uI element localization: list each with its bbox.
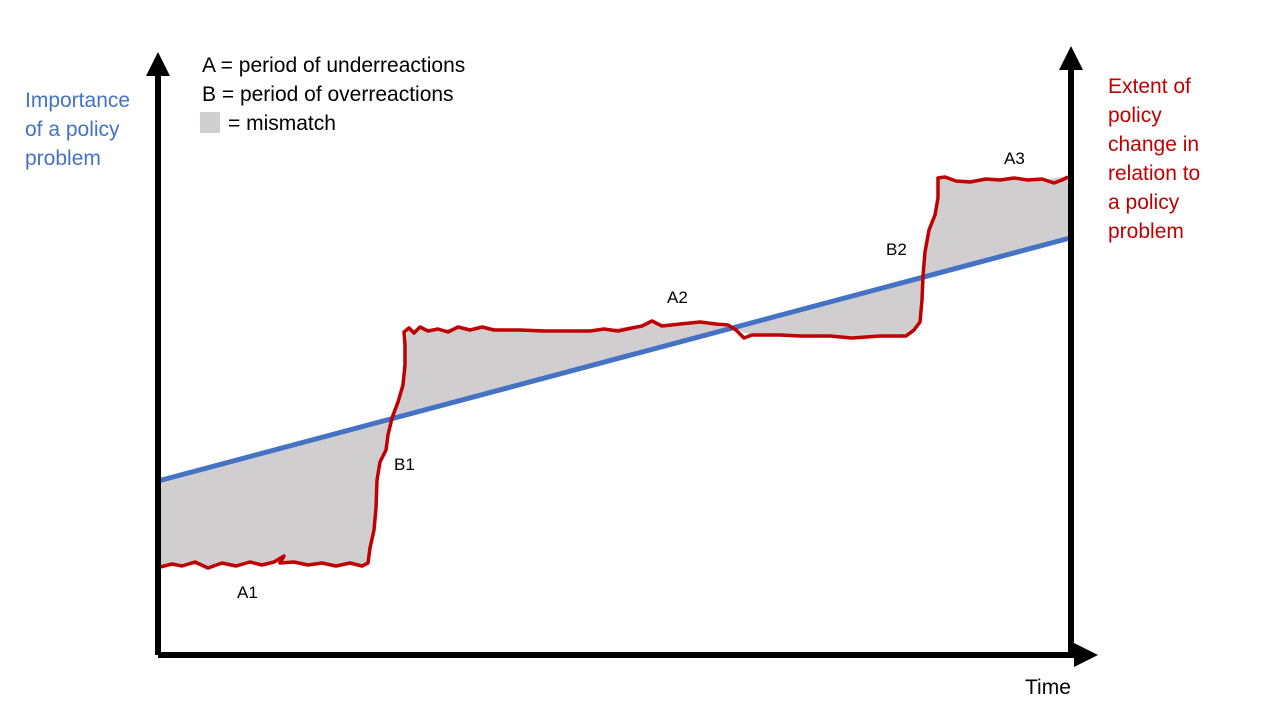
- left-axis-label-line-2: of a policy: [25, 118, 120, 141]
- right-axis-label-line-5: a policy: [1108, 191, 1180, 214]
- right-axis-label-line-4: relation to: [1108, 162, 1200, 185]
- legend-mismatch-definition: = mismatch: [228, 112, 336, 135]
- right-axis-label-line-6: problem: [1108, 220, 1184, 243]
- right-y-axis-arrowhead: [1059, 46, 1083, 70]
- right-axis-label-line-2: policy: [1108, 104, 1162, 127]
- left-axis-label-line-3: problem: [25, 147, 101, 170]
- policy-change-line: [159, 175, 1069, 570]
- period-label-a1: A1: [237, 583, 258, 602]
- x-axis-label-time: Time: [1025, 676, 1071, 699]
- period-label-b1: B1: [394, 455, 415, 474]
- left-y-axis-arrowhead: [146, 52, 170, 76]
- mismatch-area-b2-a3: [924, 176, 1070, 276]
- legend-b-definition: B = period of overreactions: [202, 83, 454, 106]
- mismatch-area-a1-b1: [158, 418, 392, 567]
- x-axis-arrowhead: [1074, 643, 1098, 667]
- right-axis-label-line-1: Extent of: [1108, 75, 1191, 98]
- right-axis-label-line-3: change in: [1108, 133, 1199, 156]
- legend-mismatch-swatch: [200, 112, 220, 133]
- legend-a-definition: A = period of underreactions: [202, 54, 465, 77]
- period-label-a2: A2: [667, 288, 688, 307]
- importance-line: [157, 235, 1071, 484]
- period-label-b2: B2: [886, 240, 907, 259]
- left-axis-label-line-1: Importance: [25, 89, 130, 112]
- period-label-a3: A3: [1004, 149, 1025, 168]
